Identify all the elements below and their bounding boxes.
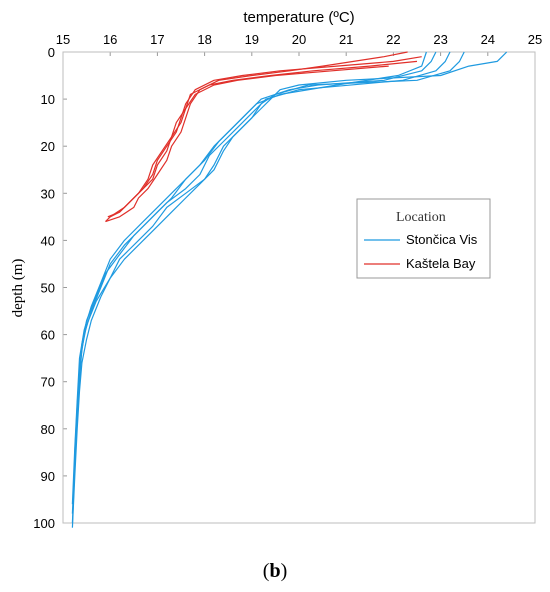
x-tick-label: 25 xyxy=(528,32,542,47)
temperature-depth-chart: temperature (ºC) depth (m) 15 16 17 18 19 20 2… xyxy=(10,9,542,531)
y-tick-label: 90 xyxy=(41,469,55,484)
x-axis-ticks: 15 16 17 18 19 20 21 22 23 24 25 xyxy=(56,32,542,56)
series-line-kastela xyxy=(109,65,389,218)
series-line-kastela xyxy=(107,60,418,218)
y-tick-label: 100 xyxy=(33,516,55,531)
y-tick-label: 30 xyxy=(41,186,55,201)
legend-box xyxy=(356,198,491,279)
y-tick-label: 20 xyxy=(41,139,55,154)
caption-open-paren: ( xyxy=(262,560,270,582)
y-axis-ticks: 0 10 20 30 40 50 60 70 80 90 100 xyxy=(33,45,67,531)
legend-entry-kastela: Kaštela Bay xyxy=(406,256,476,271)
x-tick-label: 21 xyxy=(339,32,353,47)
series-line-stoncica xyxy=(74,51,427,453)
legend: Location Stončica Vis Kaštela Bay xyxy=(356,198,491,279)
legend-entry-stoncica: Stončica Vis xyxy=(406,232,478,247)
y-tick-label: 80 xyxy=(41,422,55,437)
x-tick-label: 16 xyxy=(103,32,117,47)
x-axis-title: temperature (ºC) xyxy=(243,9,354,26)
x-tick-label: 18 xyxy=(197,32,211,47)
y-tick-label: 70 xyxy=(41,375,55,390)
caption-close-paren: ) xyxy=(280,560,288,582)
y-tick-label: 60 xyxy=(41,328,55,343)
x-tick-label: 19 xyxy=(245,32,259,47)
series-layer xyxy=(71,51,508,528)
x-tick-label: 22 xyxy=(386,32,400,47)
caption-letter: b xyxy=(269,560,281,582)
x-tick-label: 15 xyxy=(56,32,70,47)
y-tick-label: 0 xyxy=(48,45,55,60)
series-line-stoncica xyxy=(71,51,465,524)
series-line-stoncica xyxy=(71,51,451,514)
x-tick-label: 17 xyxy=(150,32,164,47)
y-tick-label: 40 xyxy=(41,233,55,248)
y-tick-label: 50 xyxy=(41,281,55,296)
series-line-stoncica xyxy=(71,51,508,528)
y-axis-title: depth (m) xyxy=(10,259,26,318)
plot-area xyxy=(62,51,536,524)
x-tick-label: 23 xyxy=(433,32,447,47)
figure-caption: (b) xyxy=(0,560,550,583)
x-tick-label: 24 xyxy=(481,32,495,47)
legend-title: Location xyxy=(396,210,446,225)
x-tick-label: 20 xyxy=(292,32,306,47)
y-tick-label: 10 xyxy=(41,92,55,107)
